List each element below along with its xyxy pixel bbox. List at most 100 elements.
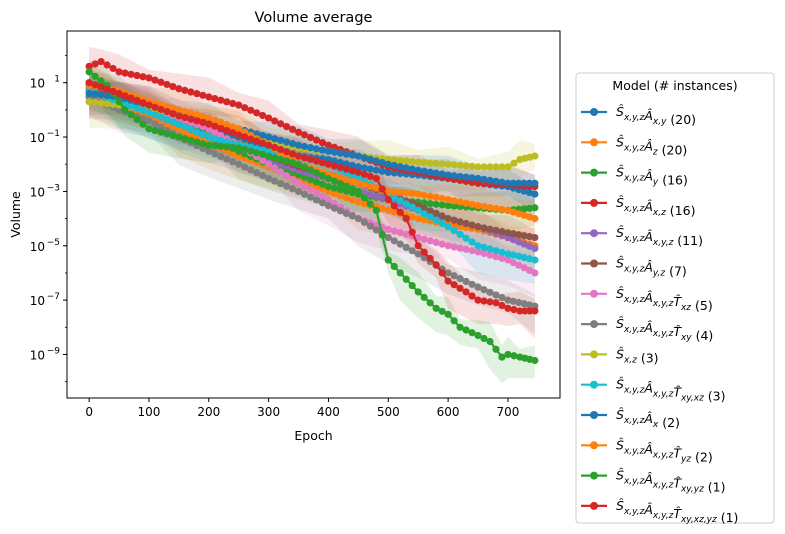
legend-label: Ŝx,y,zÂx,y,z (11) bbox=[616, 225, 703, 248]
data-point bbox=[229, 143, 237, 151]
data-point bbox=[324, 202, 333, 210]
data-point bbox=[306, 133, 315, 142]
data-point bbox=[259, 131, 267, 140]
data-point bbox=[432, 209, 440, 218]
data-point bbox=[480, 334, 488, 343]
data-point bbox=[420, 216, 428, 224]
data-point bbox=[127, 111, 135, 119]
legend-marker bbox=[590, 441, 598, 450]
data-point bbox=[509, 258, 517, 267]
data-point bbox=[498, 293, 506, 302]
data-point bbox=[205, 147, 213, 155]
data-point bbox=[265, 133, 273, 141]
data-point bbox=[408, 165, 416, 173]
data-point bbox=[420, 235, 428, 243]
data-point bbox=[390, 169, 398, 177]
y-tick-exponent: −7 bbox=[47, 292, 60, 302]
data-point bbox=[426, 168, 434, 176]
data-point bbox=[444, 269, 452, 277]
legend-label: Ŝx,y,zÂx,y,zT̂yz (2) bbox=[616, 437, 713, 464]
y-tick-label: 10 bbox=[30, 131, 45, 145]
data-point bbox=[229, 123, 237, 131]
x-tick-label: 200 bbox=[197, 405, 220, 419]
data-point bbox=[265, 114, 273, 122]
data-point bbox=[450, 172, 458, 180]
data-point bbox=[181, 123, 189, 131]
data-point bbox=[157, 113, 165, 121]
data-point bbox=[265, 141, 273, 149]
data-point bbox=[474, 202, 482, 210]
data-point bbox=[525, 233, 534, 241]
data-point bbox=[211, 142, 219, 150]
legend-label: Ŝx,y,zÂx,y,zT̂xy,xz (3) bbox=[616, 377, 726, 404]
data-point bbox=[348, 212, 356, 220]
data-point bbox=[450, 243, 458, 251]
data-point bbox=[229, 158, 237, 166]
data-point bbox=[432, 193, 440, 201]
data-point bbox=[366, 200, 374, 208]
y-tick-exponent: −1 bbox=[47, 129, 60, 139]
data-point bbox=[531, 356, 539, 365]
data-point bbox=[462, 219, 470, 228]
data-point bbox=[462, 288, 470, 296]
data-point bbox=[294, 160, 303, 168]
data-point bbox=[336, 149, 345, 157]
legend-label: Ŝx,y,zÂz (20) bbox=[616, 134, 687, 157]
data-point bbox=[145, 101, 153, 109]
data-point bbox=[253, 149, 261, 157]
legend-marker bbox=[590, 108, 598, 116]
data-point bbox=[217, 136, 225, 144]
legend-item: Ŝx,y,zÂx,z (16) bbox=[581, 195, 695, 218]
data-point bbox=[294, 141, 303, 149]
data-point bbox=[229, 129, 237, 137]
data-point bbox=[223, 143, 231, 151]
data-point bbox=[306, 186, 315, 194]
data-point bbox=[366, 165, 374, 173]
data-point bbox=[85, 79, 93, 87]
data-point bbox=[121, 106, 129, 114]
data-point bbox=[444, 214, 452, 223]
data-point bbox=[525, 242, 534, 250]
data-point bbox=[531, 233, 539, 242]
data-point bbox=[217, 142, 225, 150]
data-point bbox=[456, 161, 464, 169]
series-band bbox=[89, 70, 535, 232]
data-point bbox=[456, 198, 464, 206]
data-point bbox=[193, 138, 201, 146]
data-point bbox=[531, 256, 539, 264]
data-point bbox=[175, 85, 183, 93]
data-point bbox=[408, 282, 416, 290]
data-point bbox=[486, 337, 494, 346]
data-point bbox=[420, 158, 428, 167]
data-point bbox=[175, 133, 183, 141]
data-point bbox=[145, 125, 153, 133]
data-point bbox=[372, 184, 380, 192]
data-point bbox=[205, 133, 213, 141]
data-point bbox=[366, 191, 374, 199]
data-point bbox=[133, 96, 141, 105]
data-point bbox=[531, 204, 539, 212]
data-point bbox=[390, 156, 398, 164]
data-point bbox=[276, 120, 285, 128]
data-point bbox=[282, 172, 291, 180]
data-point bbox=[91, 72, 99, 80]
data-point bbox=[121, 69, 129, 77]
data-point bbox=[426, 207, 434, 215]
data-point bbox=[181, 113, 189, 122]
data-point bbox=[390, 193, 398, 201]
data-point bbox=[336, 180, 345, 188]
data-point bbox=[181, 128, 189, 136]
data-point bbox=[402, 200, 410, 208]
data-point bbox=[121, 92, 129, 100]
data-point bbox=[486, 288, 494, 296]
data-point bbox=[492, 291, 500, 299]
data-point bbox=[408, 203, 416, 211]
data-point bbox=[330, 177, 339, 185]
data-point bbox=[211, 150, 219, 158]
data-point bbox=[384, 256, 392, 264]
data-point bbox=[253, 137, 261, 145]
legend-item: Ŝx,y,zÂx,y,z (11) bbox=[581, 225, 703, 248]
data-point bbox=[520, 253, 528, 262]
data-point bbox=[480, 243, 488, 252]
data-point bbox=[85, 98, 93, 106]
